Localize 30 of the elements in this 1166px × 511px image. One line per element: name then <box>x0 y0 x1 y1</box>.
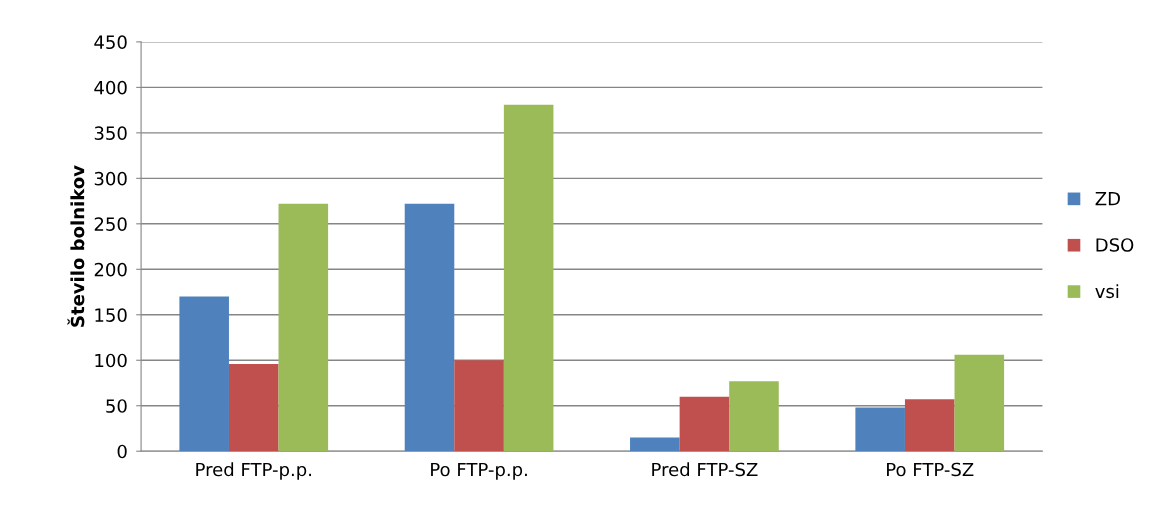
x-tick-label: Pred FTP-p.p. <box>196 462 311 480</box>
bar <box>404 203 455 452</box>
y-tick-label: 450 <box>94 35 127 50</box>
y-tick-label: 100 <box>95 353 127 368</box>
bar <box>954 354 1005 452</box>
y-tick-label: 350 <box>94 126 127 140</box>
y-axis-title: Število bolnikov <box>67 165 85 327</box>
bar <box>630 437 680 452</box>
y-tick-label: 250 <box>94 217 127 231</box>
bar <box>503 104 554 452</box>
bar <box>454 360 504 452</box>
bar <box>679 396 730 452</box>
x-tick-label: Po FTP-SZ <box>887 462 974 477</box>
y-tick-label: 200 <box>94 262 127 277</box>
x-tick-label: Pred FTP-SZ <box>652 462 758 477</box>
y-tick-label: 150 <box>95 308 127 322</box>
bar <box>278 203 329 452</box>
y-tick-label: 300 <box>94 171 127 186</box>
y-tick-label: 400 <box>94 80 127 95</box>
bar <box>228 363 279 452</box>
y-tick-label: 0 <box>117 444 127 459</box>
bar <box>729 381 779 452</box>
bar <box>179 296 229 452</box>
legend-label: DSO <box>1096 238 1134 252</box>
bar <box>855 407 905 452</box>
bar <box>904 399 955 452</box>
legend-label: ZD <box>1095 192 1120 206</box>
x-tick-label: Po FTP-p.p. <box>431 462 527 480</box>
legend-label: vsi <box>1095 284 1119 299</box>
y-tick-label: 50 <box>106 399 127 413</box>
